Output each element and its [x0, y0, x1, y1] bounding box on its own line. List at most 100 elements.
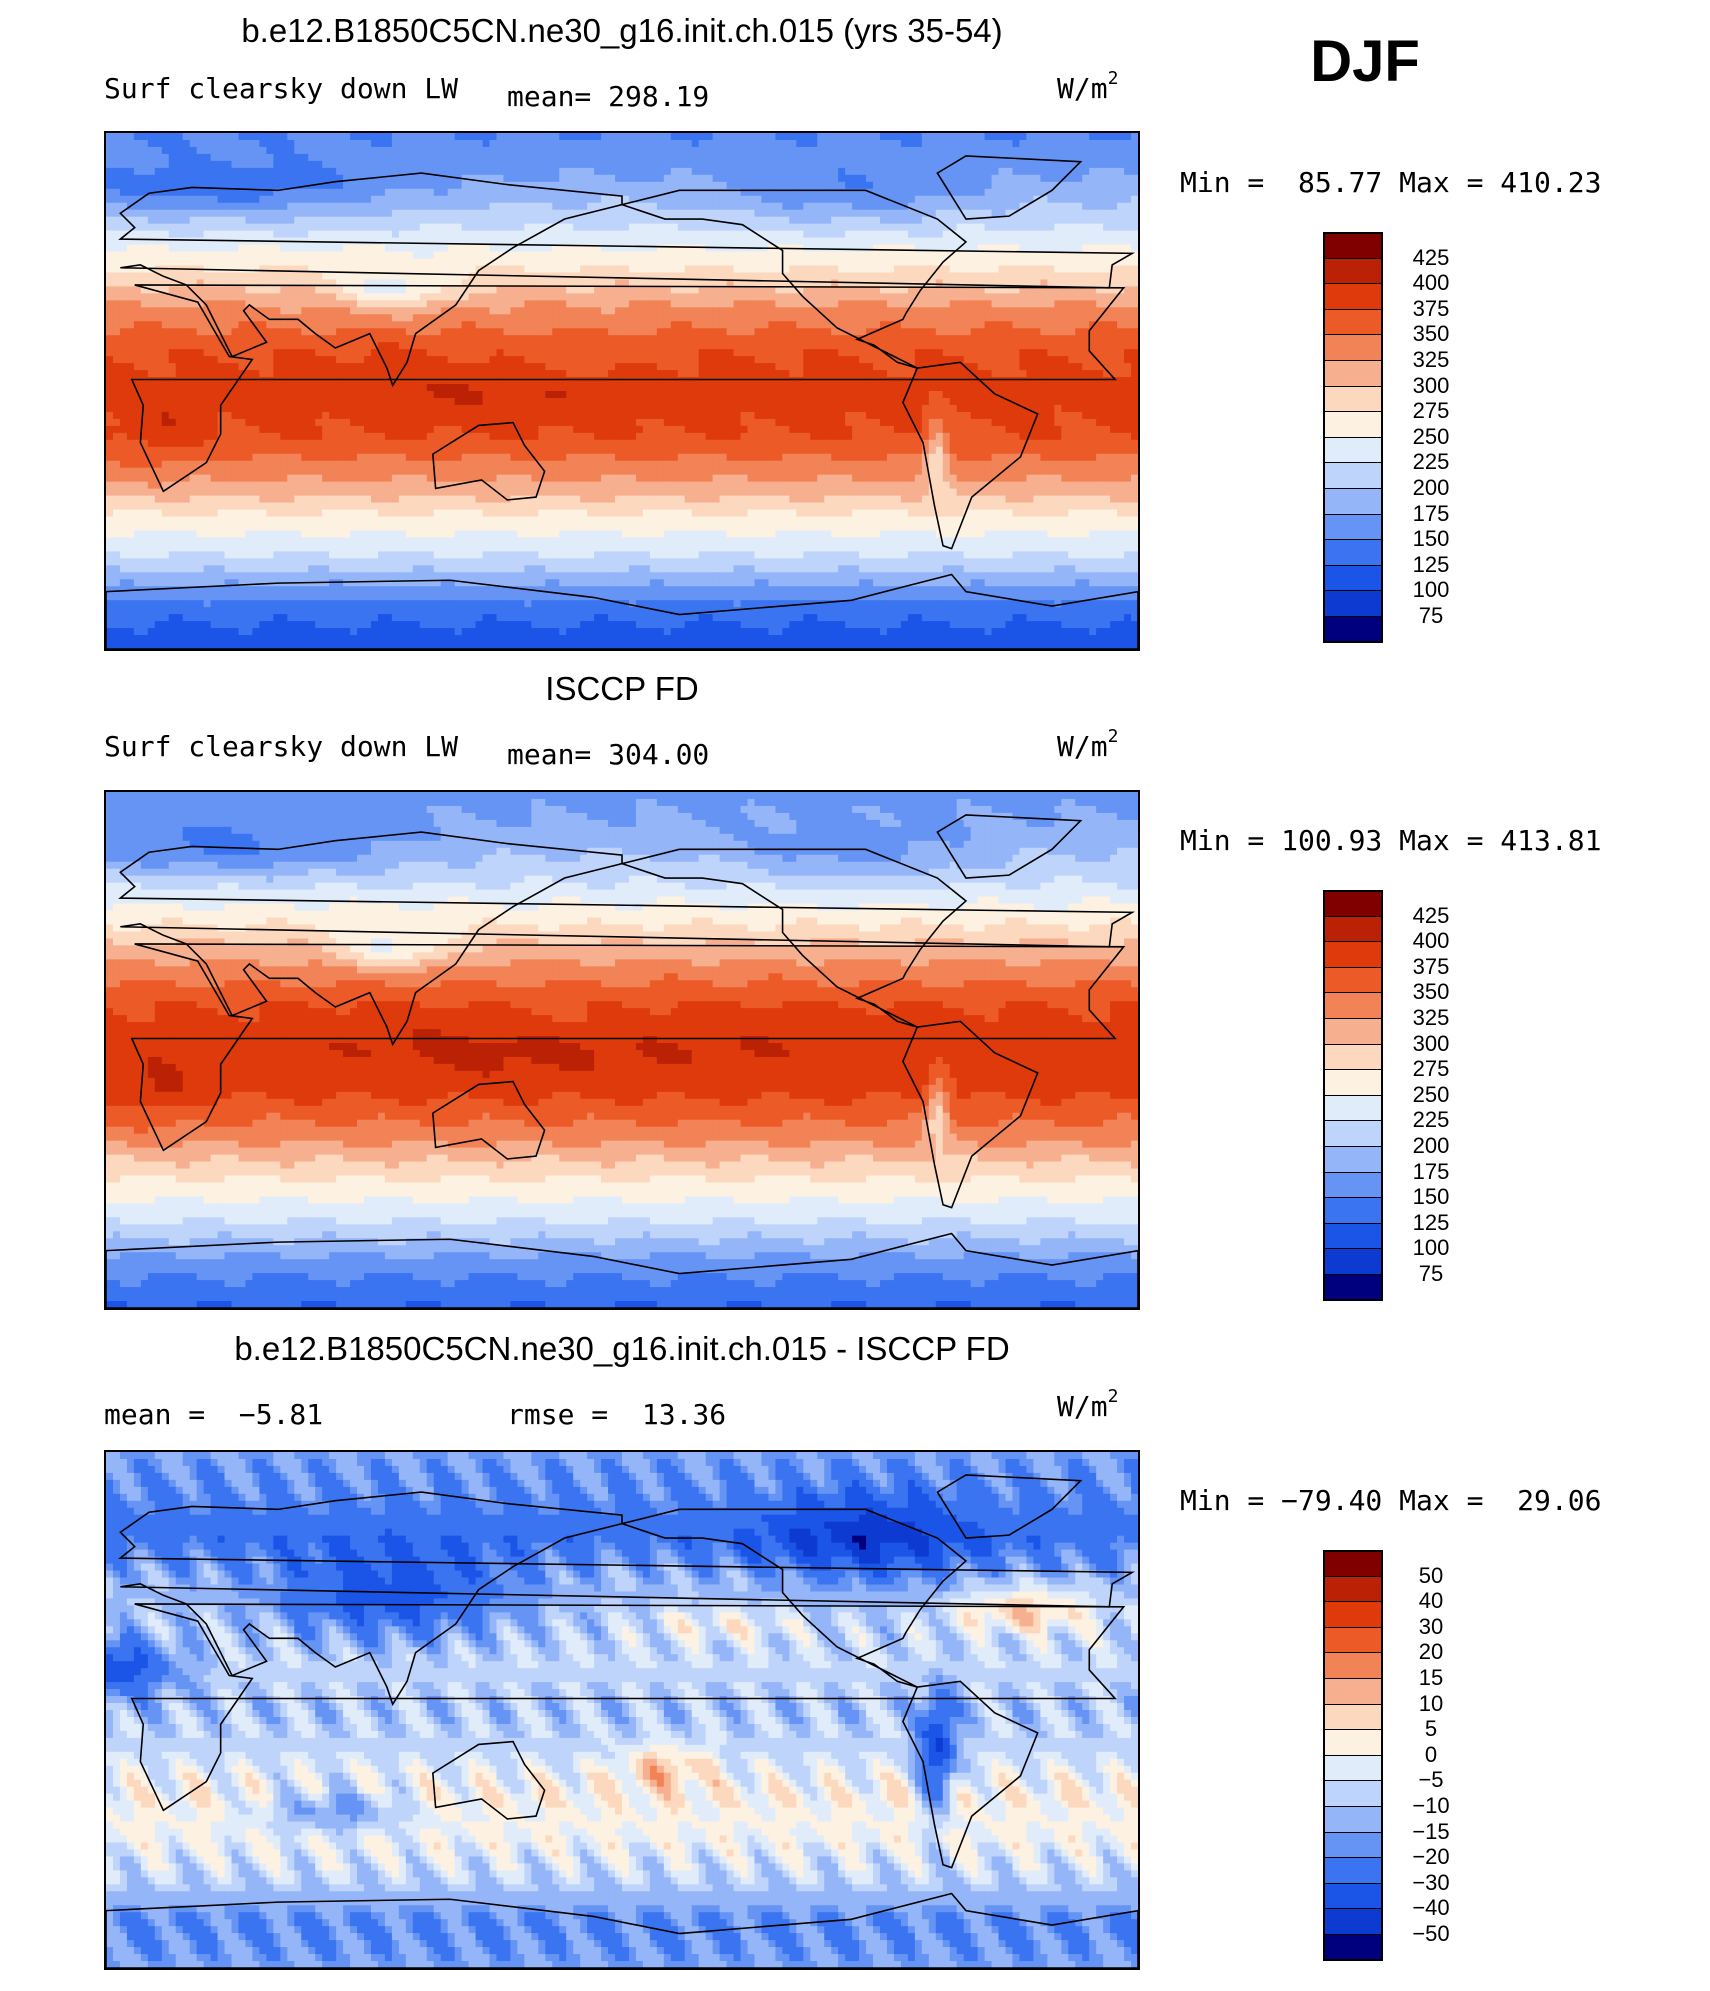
- colorbar-swatch: [1323, 1805, 1381, 1832]
- panel2-map: [104, 790, 1140, 1310]
- panel2-variable-label: Surf clearsky down LW: [104, 730, 458, 763]
- colorbar-tick-label: 150: [1396, 528, 1466, 550]
- panel3-units: W/m2: [1057, 1386, 1118, 1423]
- coastlines: [106, 814, 1138, 1308]
- colorbar-swatch: [1323, 1171, 1381, 1198]
- colorbar-tick-label: −5: [1396, 1769, 1466, 1791]
- panel2-units-sup: 2: [1108, 726, 1119, 747]
- colorbar-swatch: [1323, 436, 1381, 463]
- colorbar-swatch: [1323, 1831, 1381, 1858]
- colorbar-swatch: [1323, 915, 1381, 942]
- coastline: [619, 848, 968, 1028]
- colorbar-swatch: [1323, 359, 1381, 386]
- panel3-units-text: W/m: [1057, 1390, 1108, 1423]
- colorbar-tick-label: 100: [1396, 1237, 1466, 1259]
- colorbar-tick-label: 10: [1396, 1692, 1466, 1715]
- coastline: [431, 1740, 546, 1820]
- colorbar-tick-label: 350: [1396, 981, 1466, 1003]
- colorbar-tick-label: −10: [1396, 1795, 1466, 1817]
- colorbar-tick-label: 40: [1396, 1590, 1466, 1612]
- map-field: [106, 1452, 1138, 1968]
- colorbar-swatch: [1323, 257, 1381, 284]
- map-field: [106, 792, 1138, 1308]
- panel2-map-svg: [106, 792, 1138, 1308]
- colorbar-tick-label: −30: [1396, 1871, 1466, 1894]
- colorbar-tick-label: 425: [1396, 246, 1466, 269]
- coastline: [130, 943, 1126, 1152]
- colorbar-tick-label: 125: [1396, 1211, 1466, 1234]
- panel1-variable-label: Surf clearsky down LW: [104, 72, 458, 105]
- panel1-units-sup: 2: [1108, 68, 1119, 89]
- colorbar-tick-label: 425: [1396, 904, 1466, 927]
- season-label: DJF: [1300, 28, 1430, 95]
- colorbar-tick-label: 250: [1396, 1083, 1466, 1106]
- coastline: [902, 361, 1039, 550]
- colorbar-tick-label: 225: [1396, 451, 1466, 473]
- colorbar-swatch: [1323, 411, 1381, 437]
- colorbar-swatch: [1323, 232, 1381, 258]
- colorbar-tick-label: 325: [1396, 1007, 1466, 1029]
- coastline: [130, 1603, 1126, 1812]
- colorbar-tick-label: 75: [1396, 605, 1466, 627]
- panel2-title: ISCCP FD: [100, 670, 1144, 708]
- colorbar-swatch: [1323, 564, 1381, 591]
- colorbar-tick-label: 20: [1396, 1641, 1466, 1663]
- panel1-map-svg: [106, 133, 1138, 649]
- colorbar-tick-label: 5: [1396, 1718, 1466, 1740]
- colorbar-swatch: [1323, 1729, 1381, 1755]
- colorbar-tick-label: 200: [1396, 477, 1466, 499]
- coastlines: [106, 155, 1138, 649]
- colorbar-tick-label: 200: [1396, 1135, 1466, 1157]
- colorbar-tick-label: 300: [1396, 374, 1466, 397]
- colorbar-tick-label: 225: [1396, 1109, 1466, 1131]
- colorbar-swatch: [1323, 487, 1381, 514]
- coastline: [936, 1474, 1083, 1539]
- colorbar-swatch: [1323, 1094, 1381, 1121]
- colorbar-swatch: [1323, 283, 1381, 309]
- panel2-mean-label: mean= 304.00: [507, 738, 709, 771]
- colorbar-tick-label: 325: [1396, 349, 1466, 371]
- coastline: [118, 831, 1136, 1047]
- colorbar-tick-label: 175: [1396, 502, 1466, 525]
- colorbar-tick-label: 100: [1396, 579, 1466, 601]
- colorbar-swatch: [1323, 1703, 1381, 1730]
- colorbar-tick-label: 250: [1396, 425, 1466, 448]
- colorbar-swatch: [1323, 1754, 1381, 1781]
- coastline: [936, 155, 1083, 220]
- colorbar-tick-label: 275: [1396, 400, 1466, 422]
- colorbar-tick-label: 300: [1396, 1032, 1466, 1055]
- panel3-mean-label: mean = −5.81: [104, 1398, 323, 1431]
- panel1-minmax: Min = 85.77 Max = 410.23: [1180, 166, 1601, 199]
- colorbar-swatch: [1323, 1550, 1381, 1576]
- colorbar-swatch: [1323, 1043, 1381, 1070]
- panel3-title: b.e12.B1850C5CN.ne30_g16.init.ch.015 - I…: [100, 1330, 1144, 1368]
- colorbar-swatch: [1323, 1017, 1381, 1044]
- colorbar-tick-label: 75: [1396, 1263, 1466, 1285]
- panel1-units-text: W/m: [1057, 72, 1108, 105]
- colorbar-swatch: [1323, 1120, 1381, 1146]
- colorbar-swatch: [1323, 385, 1381, 412]
- colorbar-tick-label: 375: [1396, 297, 1466, 320]
- coastline: [106, 1892, 1138, 1968]
- colorbar-swatch: [1323, 1601, 1381, 1627]
- colorbar-tick-label: 275: [1396, 1058, 1466, 1080]
- panel3-map: [104, 1450, 1140, 1970]
- colorbar-swatch: [1323, 1933, 1381, 1960]
- colorbar-swatch: [1323, 1069, 1381, 1095]
- panel1-map: [104, 131, 1140, 651]
- colorbar-tick-label: 150: [1396, 1186, 1466, 1208]
- colorbar-tick-label: 30: [1396, 1615, 1466, 1638]
- panel3-minmax: Min = −79.40 Max = 29.06: [1180, 1484, 1601, 1517]
- colorbar-tick-label: 0: [1396, 1743, 1466, 1766]
- colorbar-swatches: [1323, 1550, 1381, 1960]
- colorbar-tick-label: −50: [1396, 1923, 1466, 1945]
- colorbar-swatch: [1323, 1626, 1381, 1653]
- panel3-map-svg: [106, 1452, 1138, 1968]
- coastline: [106, 1232, 1138, 1308]
- colorbar-tick-label: 400: [1396, 272, 1466, 294]
- colorbar-swatch: [1323, 992, 1381, 1018]
- coastline: [619, 1508, 968, 1688]
- coastline: [902, 1680, 1039, 1869]
- panel2-units-text: W/m: [1057, 730, 1108, 763]
- colorbar-swatch: [1323, 334, 1381, 360]
